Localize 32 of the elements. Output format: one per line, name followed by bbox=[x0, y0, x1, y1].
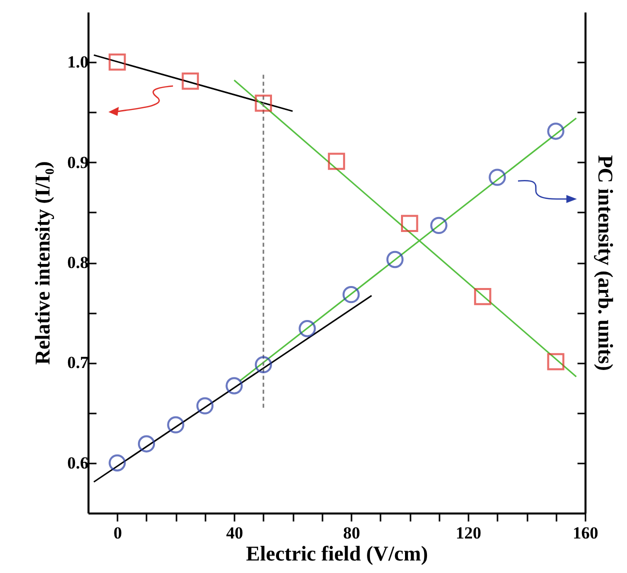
x-tick-label: 80 bbox=[343, 524, 360, 542]
point bbox=[342, 286, 360, 304]
x-tick-label: 160 bbox=[572, 524, 598, 542]
point bbox=[430, 216, 448, 234]
point bbox=[138, 435, 156, 452]
y2-axis-title: PC intensity (arb. units) bbox=[593, 155, 618, 371]
point bbox=[401, 214, 418, 232]
y-axis-title: Relative intensity (I/I₀) bbox=[30, 161, 54, 365]
point bbox=[108, 54, 126, 71]
y-tick-label: 0.8 bbox=[67, 253, 88, 272]
point bbox=[488, 168, 506, 186]
point bbox=[547, 122, 564, 140]
y-tick-label: 0.6 bbox=[67, 453, 88, 472]
point bbox=[328, 152, 346, 170]
x-tick-label: 40 bbox=[226, 524, 244, 542]
point bbox=[547, 353, 564, 370]
point bbox=[474, 288, 492, 306]
y-tick-label: 1.0 bbox=[67, 52, 88, 72]
point bbox=[386, 250, 404, 268]
point bbox=[182, 72, 199, 90]
x-axis-title: Electric field (V/cm) bbox=[246, 542, 428, 566]
point bbox=[254, 94, 272, 112]
y-tick-label: 0.9 bbox=[67, 152, 88, 172]
y-tick-label: 0.7 bbox=[67, 353, 89, 372]
point bbox=[167, 416, 184, 434]
point bbox=[226, 377, 243, 394]
x-tick-label: 120 bbox=[456, 524, 482, 542]
point bbox=[254, 356, 272, 374]
point bbox=[196, 397, 214, 414]
point bbox=[298, 320, 316, 338]
point bbox=[108, 454, 126, 472]
x-tick-label: 0 bbox=[113, 524, 122, 542]
